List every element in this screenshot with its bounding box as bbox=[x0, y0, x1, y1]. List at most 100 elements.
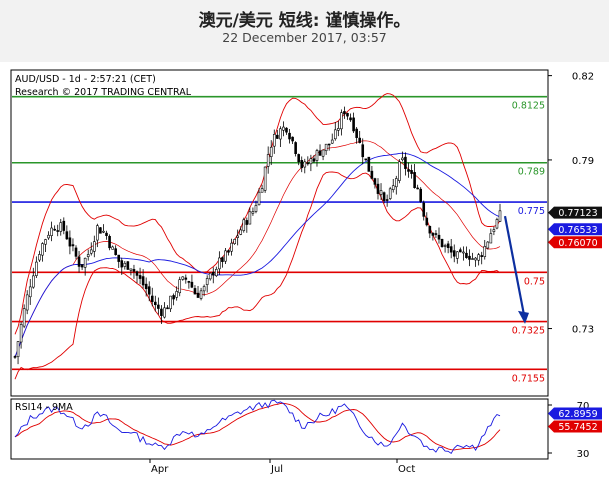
price-chart-figure: 0.8125 0.789 0.775 0.75 0.7325 0.7155 AUD/USD… bbox=[0, 62, 609, 484]
candle-body bbox=[416, 187, 419, 190]
candle bbox=[382, 191, 386, 204]
candle bbox=[422, 200, 426, 221]
y-tick-label: 0.79 bbox=[572, 156, 594, 167]
candle bbox=[19, 321, 23, 349]
candle bbox=[291, 136, 294, 144]
candle-body bbox=[327, 143, 331, 146]
rsi-lines bbox=[14, 399, 501, 455]
candle bbox=[135, 270, 139, 284]
candle bbox=[297, 153, 300, 166]
candle bbox=[303, 158, 307, 174]
candle-body bbox=[172, 295, 175, 300]
candle-body bbox=[166, 307, 169, 310]
candle-body bbox=[367, 156, 371, 172]
report-title: 澳元/美元 短线: 谨慎操作。 bbox=[198, 11, 411, 31]
rsi-plot-area bbox=[10, 398, 549, 460]
candle bbox=[163, 302, 166, 319]
candle bbox=[370, 165, 374, 180]
candle bbox=[352, 112, 355, 134]
candle-body bbox=[251, 211, 255, 214]
price-badge-0.77123: 0.77123 bbox=[548, 206, 602, 219]
candle-body bbox=[303, 161, 307, 168]
candle-body bbox=[459, 249, 462, 253]
candle bbox=[364, 158, 368, 161]
candle bbox=[376, 178, 380, 200]
candle bbox=[459, 247, 462, 253]
candle-body bbox=[13, 356, 17, 358]
candle bbox=[471, 252, 474, 261]
candle-body bbox=[483, 246, 487, 257]
bollinger-middle bbox=[14, 140, 501, 357]
candle bbox=[47, 231, 50, 240]
candle bbox=[358, 131, 361, 144]
candle-body bbox=[50, 227, 53, 236]
candle bbox=[315, 148, 319, 167]
candle bbox=[333, 121, 337, 141]
candle-body bbox=[465, 252, 468, 258]
candle-body bbox=[218, 257, 221, 270]
candle-body bbox=[89, 249, 93, 254]
candle bbox=[132, 264, 136, 279]
candle-body bbox=[291, 136, 294, 142]
candle-body bbox=[175, 291, 178, 298]
candle bbox=[474, 257, 477, 267]
y-tick-label: 0.73 bbox=[572, 325, 594, 336]
price-badges: 0.77123 0.76533 0.76070 bbox=[548, 206, 602, 249]
candle bbox=[330, 133, 334, 144]
candle-body bbox=[358, 137, 361, 143]
candle bbox=[178, 276, 182, 297]
candle-body bbox=[74, 247, 78, 257]
candle bbox=[172, 293, 175, 306]
candle-body bbox=[294, 142, 297, 154]
candle bbox=[410, 164, 413, 179]
candle-body bbox=[324, 143, 328, 152]
candle-body bbox=[364, 158, 368, 161]
candle bbox=[129, 268, 133, 276]
candle bbox=[199, 287, 203, 301]
candle-body bbox=[184, 277, 188, 280]
candle bbox=[248, 207, 252, 225]
x-tick-label: Oct bbox=[398, 464, 415, 475]
candle bbox=[489, 228, 493, 244]
candle-body bbox=[404, 156, 407, 169]
candle bbox=[391, 179, 395, 193]
bollinger-lower bbox=[14, 171, 501, 380]
candle bbox=[340, 109, 343, 136]
candle-body bbox=[410, 170, 413, 174]
candle-body bbox=[181, 276, 185, 280]
candle bbox=[187, 280, 191, 289]
candle bbox=[498, 203, 502, 222]
candle bbox=[71, 238, 75, 252]
level-label-0.7325: 0.7325 bbox=[512, 326, 545, 337]
candle bbox=[440, 238, 444, 248]
candle-body bbox=[41, 243, 44, 256]
main-chart-subtitle: Research © 2017 TRADING CENTRAL bbox=[15, 87, 192, 98]
candle-body bbox=[449, 246, 453, 253]
candle-body bbox=[178, 279, 182, 294]
candle-body bbox=[38, 254, 41, 261]
price-badge-text: 0.76533 bbox=[558, 225, 597, 236]
candle-body bbox=[28, 286, 32, 298]
price-badge-0.76533: 0.76533 bbox=[548, 223, 602, 236]
candle bbox=[123, 261, 127, 270]
candle-body bbox=[120, 260, 124, 268]
candle-body bbox=[312, 158, 316, 162]
candle bbox=[437, 227, 441, 244]
candle-body bbox=[25, 294, 29, 311]
candle-body bbox=[32, 275, 35, 288]
rsi-title: RSI14 - 9MA bbox=[15, 402, 73, 413]
price-badge-bg bbox=[548, 236, 602, 249]
candle bbox=[318, 144, 322, 156]
candle-body bbox=[477, 254, 480, 261]
candle-body bbox=[260, 188, 264, 193]
main-y-axis: 0.82 0.79 0.73 bbox=[548, 72, 594, 336]
rsi-panel: RSI14 - 9MA 70 30 62.8959 55.7452 bbox=[10, 398, 602, 460]
candle-body bbox=[199, 290, 203, 299]
candle-body bbox=[318, 150, 322, 156]
candle-body bbox=[343, 111, 346, 115]
candle bbox=[327, 143, 331, 151]
rsi-y-axis: 70 30 bbox=[548, 401, 589, 460]
candle-body bbox=[474, 257, 477, 261]
candle-body bbox=[114, 248, 117, 256]
candle bbox=[431, 232, 435, 241]
